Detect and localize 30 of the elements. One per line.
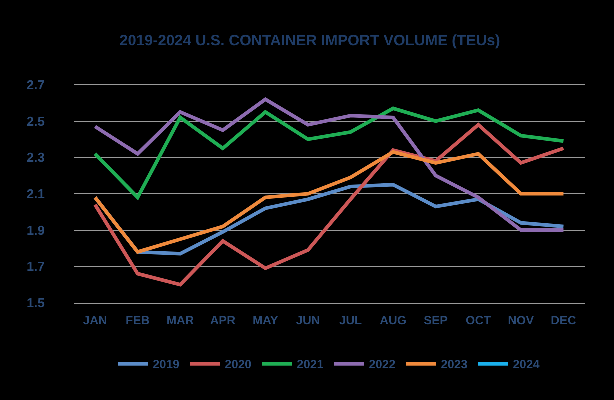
x-tick-label: SEP [424,314,448,328]
x-tick-label: DEC [551,314,577,328]
x-tick-label: AUG [380,314,407,328]
x-tick-label: FEB [126,314,150,328]
x-tick-label: JAN [83,314,108,328]
x-tick-label: MAR [166,314,194,328]
y-tick-label: 2.1 [26,186,45,202]
x-tick-label: JUN [296,314,320,328]
legend-label: 2024 [513,358,540,372]
x-tick-label: OCT [466,314,492,328]
legend-label: 2022 [369,358,396,372]
x-tick-label: APR [210,314,236,328]
line-series [93,123,566,287]
legend-label: 2021 [297,358,324,372]
chart-title: 2019-2024 U.S. CONTAINER IMPORT VOLUME (TEUs) [120,32,500,50]
y-tick-label: 1.7 [26,259,45,274]
line-series [93,106,566,200]
line-series [93,150,566,254]
legend-label: 2020 [225,358,252,372]
y-tick-label: 1.9 [26,222,45,238]
y-tick-label: 2.3 [26,150,45,166]
legend-label: 2023 [441,358,468,372]
y-tick-label: 2.7 [26,78,45,93]
x-tick-label: MAY [252,314,278,328]
line-series [93,98,566,232]
x-tick-label: JUL [339,314,362,328]
legend-label: 2019 [153,358,180,372]
y-tick-label: 2.5 [26,114,45,129]
y-tick-label: 1.5 [26,296,45,311]
x-tick-label: NOV [508,314,534,328]
